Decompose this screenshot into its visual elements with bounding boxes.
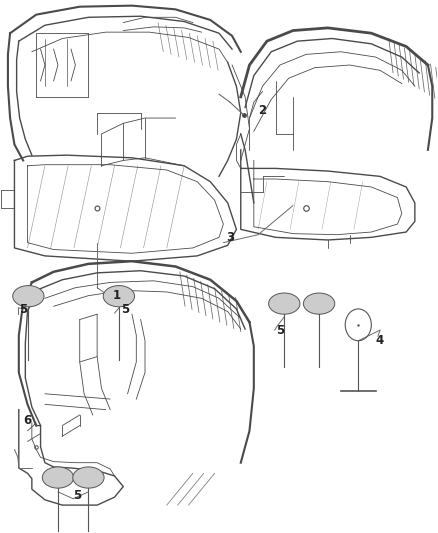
Ellipse shape	[73, 467, 104, 488]
Text: 1: 1	[113, 289, 121, 302]
Text: 2: 2	[258, 103, 267, 117]
Text: 5: 5	[276, 324, 284, 337]
Ellipse shape	[103, 286, 134, 307]
Ellipse shape	[304, 293, 335, 314]
Ellipse shape	[42, 467, 74, 488]
Text: 3: 3	[226, 231, 234, 244]
Text: 4: 4	[376, 334, 384, 347]
Text: 5: 5	[121, 303, 130, 317]
Text: 5: 5	[74, 489, 81, 502]
Ellipse shape	[13, 286, 44, 307]
Ellipse shape	[268, 293, 300, 314]
Text: 5: 5	[19, 303, 27, 317]
Text: 6: 6	[23, 414, 32, 427]
